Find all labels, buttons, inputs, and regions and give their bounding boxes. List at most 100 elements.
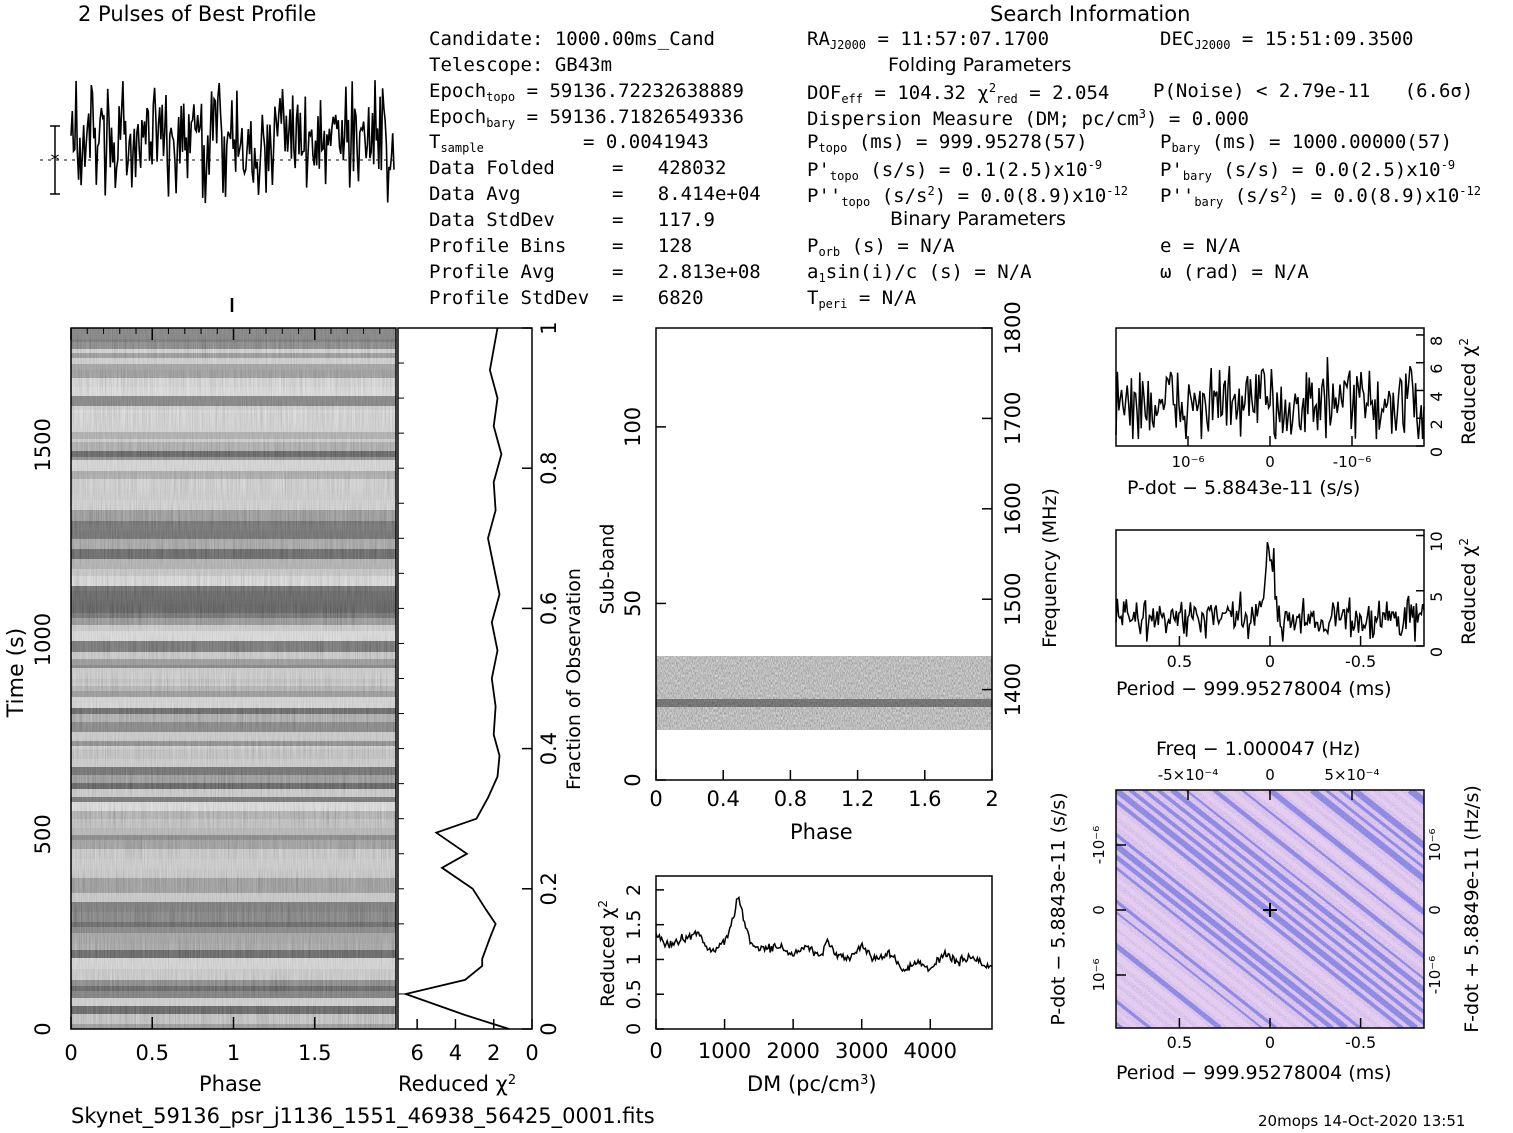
subband-y-tick-label: 0 (621, 773, 645, 786)
plane-y-tick-label: 10⁻⁶ (1090, 958, 1108, 991)
time-band (71, 500, 396, 510)
subband-y-tick-label: 50 (621, 590, 645, 617)
time-band (71, 631, 396, 641)
time-band (71, 618, 396, 625)
plane-x-tick-label: -0.5 (1345, 1033, 1376, 1052)
redchi-time-line (402, 327, 510, 1030)
pdot-topo-value: (s/s) = 0.1(2.5)x10 (870, 159, 1088, 181)
time-band (71, 554, 396, 559)
time-band (71, 471, 396, 474)
plane-x-tick-label: 0 (1265, 1033, 1275, 1052)
time-band (71, 474, 396, 479)
plane-stripe (1352, 790, 1424, 850)
subband-phase-label: Phase (790, 820, 853, 844)
plane-stripe (1142, 790, 1424, 1015)
time-band (71, 531, 396, 539)
dof-line: DOFeff = 104.32 χ2red = 2.054 (807, 81, 1110, 106)
plane-stripe (1116, 942, 1222, 1028)
fraction-tick-label: 0.2 (537, 872, 561, 905)
time-band (71, 1006, 396, 1014)
plane-stripe (1325, 790, 1424, 870)
time-band (71, 927, 396, 933)
omega-line: ω (rad) = N/A (1160, 261, 1309, 283)
plane-stripe (1116, 1021, 1123, 1028)
time-band (71, 969, 396, 980)
time-band (71, 641, 396, 652)
a1sini-line: a1sin(i)/c (s) = N/A (807, 261, 1032, 285)
phase-axis-label: Phase (199, 1072, 262, 1096)
time-band (71, 413, 396, 424)
time-band (71, 708, 396, 714)
dm-axis-label: DM (pc/cm3) (747, 1072, 877, 1096)
pbary-line: Pbary (ms) = 1000.00000(57) (1160, 131, 1453, 155)
plane-stripe (1116, 841, 1348, 1028)
time-band (71, 859, 396, 869)
fraction-tick-label: 0.6 (537, 592, 561, 625)
plane-pdot-axis-label: P-dot − 5.8843e-11 (s/s) (1047, 792, 1070, 1026)
plane-stripe (1116, 899, 1278, 1028)
ppdot-plane (710, 789, 1513, 1029)
plane-stripe (1156, 790, 1424, 1004)
ppdot-plane-stripes (710, 790, 1513, 1028)
footer-filename: Skynet_59136_psr_j1136_1551_46938_56425_… (71, 1104, 655, 1128)
subband-x-tick-label: 0 (649, 787, 662, 811)
time-band (71, 980, 396, 986)
plane-stripe (1310, 790, 1424, 883)
plane-stripe (1116, 919, 1251, 1028)
time-band (71, 364, 396, 370)
pnoise-line: P(Noise) < 2.79e-11 (6.6σ) (1153, 80, 1474, 102)
plane-stripe (1212, 790, 1424, 960)
period-y-tick-label: 10 (1427, 531, 1446, 551)
time-band (71, 339, 396, 342)
tp-x-tick-label: 1 (227, 1041, 240, 1065)
subband-image (656, 656, 992, 730)
plane-stripe (1116, 965, 1193, 1028)
time-band (71, 686, 396, 691)
fraction-tick-label: 0.8 (537, 451, 561, 484)
period-axis-label: Period − 999.95278004 (ms) (1116, 678, 1392, 700)
plane-stripe (1116, 930, 1236, 1028)
frequency-tick-label: 1600 (1001, 482, 1025, 535)
plane-stripe (1494, 790, 1513, 1028)
pddot-bary-line: P''bary (s/s2) = 0.0(8.9)x10-12 (1160, 184, 1481, 209)
time-band (71, 922, 396, 927)
time-band (71, 576, 396, 586)
time-band (71, 539, 396, 549)
plane-stripe (710, 790, 1010, 1028)
time-band (71, 950, 396, 958)
frequency-tick-label: 1500 (1001, 572, 1025, 625)
pbary-value: (ms) = 1000.00000(57) (1211, 131, 1453, 153)
tp-y-tick-label: 500 (31, 814, 55, 854)
time-band (71, 442, 396, 451)
period-x-tick-label: -0.5 (1345, 652, 1376, 671)
fraction-tick-label: 1 (537, 321, 561, 334)
frequency-tick-label: 1800 (1001, 301, 1025, 354)
time-band (71, 759, 396, 767)
time-band (71, 510, 396, 521)
ra-line: RAJ2000 = 11:57:07.1700 (807, 28, 1050, 52)
dec-value: = 15:51:09.3500 (1241, 28, 1414, 50)
dm-y-tick-label: 0.5 (623, 979, 645, 1009)
pddot-bary-unit: (s/s (1234, 185, 1281, 207)
time-band (71, 358, 396, 364)
time-band (71, 749, 396, 759)
plane-x2-tick-label: -5×10⁻⁴ (1158, 766, 1219, 784)
redchi-time-plot: 6 4 2 0 0 0.2 0.4 0.6 0.8 1 (397, 321, 561, 1065)
time-band (71, 691, 396, 697)
time-band (71, 893, 396, 902)
plane-y2-tick-label: -10⁻⁶ (1426, 956, 1444, 994)
frequency-tick-label: 1400 (1001, 663, 1025, 716)
pdot-bary-value: (s/s) = 0.0(2.5)x10 (1223, 159, 1441, 181)
time-band (71, 828, 396, 835)
profile-bins-line: Profile Bins = 128 (429, 235, 693, 257)
dm-value: ) = 0.000 (1145, 108, 1249, 130)
time-band (71, 802, 396, 811)
time-band (71, 460, 396, 471)
redchi-time-x-tick: 6 (410, 1041, 423, 1065)
dm-x-tick-label: 3000 (835, 1039, 888, 1063)
chi2red-value: = 2.054 (1029, 82, 1110, 104)
pdot-x-tick-label: 0 (1265, 453, 1275, 471)
time-phase-heatmap (70, 327, 397, 1030)
time-band (71, 819, 396, 828)
time-band (71, 524, 396, 531)
